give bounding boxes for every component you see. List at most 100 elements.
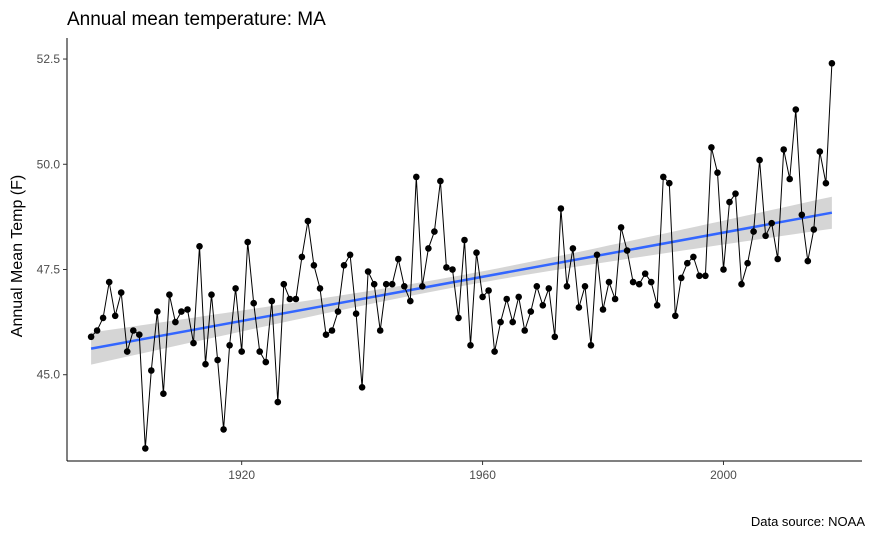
- data-point: [226, 342, 233, 349]
- x-tick-label: 1960: [469, 468, 496, 482]
- data-point: [425, 245, 432, 252]
- data-point: [690, 253, 697, 261]
- y-tick-label: 45.0: [37, 368, 61, 382]
- data-point: [280, 280, 288, 288]
- data-point: [786, 175, 793, 183]
- data-point: [262, 358, 270, 366]
- y-tick-label: 52.5: [37, 52, 61, 66]
- data-point: [461, 236, 468, 244]
- data-point: [617, 224, 625, 231]
- data-point: [388, 280, 396, 288]
- axes-layer: 45.0 47.5 50.0 52.5 1920 1960 2000: [37, 38, 862, 482]
- data-point: [437, 177, 444, 185]
- data-point: [762, 232, 769, 240]
- data-point: [738, 280, 745, 288]
- data-point: [708, 144, 715, 151]
- data-point: [352, 310, 360, 318]
- data-point: [587, 342, 595, 349]
- data-point: [557, 205, 565, 212]
- data-point: [196, 243, 203, 250]
- data-point: [244, 238, 251, 246]
- data-point: [419, 283, 426, 290]
- data-point: [220, 426, 227, 433]
- data-point: [238, 348, 245, 355]
- data-point: [298, 253, 306, 261]
- data-point: [569, 245, 577, 252]
- data-point: [449, 266, 456, 273]
- data-point: [744, 259, 751, 267]
- data-point: [358, 384, 366, 391]
- data-point: [479, 293, 486, 301]
- data-point: [166, 291, 173, 299]
- data-point: [521, 327, 528, 334]
- data-point: [473, 249, 480, 256]
- data-point: [202, 360, 209, 368]
- data-point: [431, 228, 438, 235]
- data-point: [310, 262, 318, 269]
- data-point: [593, 251, 601, 259]
- data-point: [804, 257, 812, 265]
- chart-caption: Data source: NOAA: [750, 514, 865, 529]
- data-point: [629, 278, 637, 286]
- data-point: [503, 295, 511, 303]
- data-point: [268, 297, 276, 305]
- data-point: [395, 255, 402, 263]
- data-point: [455, 314, 462, 322]
- data-point: [702, 272, 709, 280]
- data-point: [660, 173, 667, 181]
- data-point: [232, 285, 239, 292]
- data-point: [93, 327, 101, 334]
- data-point: [99, 314, 107, 322]
- data-point: [527, 308, 535, 315]
- data-point: [798, 211, 806, 219]
- data-points-layer: [87, 60, 836, 452]
- data-point: [322, 331, 330, 339]
- data-point: [816, 148, 824, 155]
- data-point: [515, 293, 522, 301]
- data-point: [768, 219, 775, 227]
- data-point: [172, 318, 179, 326]
- data-point: [635, 280, 643, 288]
- data-point: [810, 226, 818, 233]
- data-point: [653, 302, 661, 309]
- data-point: [605, 278, 613, 286]
- data-point: [334, 308, 342, 315]
- data-point: [316, 285, 324, 292]
- data-point: [485, 287, 492, 294]
- data-point: [533, 283, 541, 290]
- data-point: [328, 327, 336, 334]
- data-point: [160, 390, 167, 398]
- data-point: [467, 342, 474, 349]
- data-point: [732, 190, 739, 197]
- data-point: [208, 291, 215, 299]
- data-point: [581, 283, 589, 290]
- data-point: [822, 179, 830, 187]
- data-point: [364, 268, 372, 275]
- data-point: [123, 348, 131, 355]
- data-point: [720, 266, 727, 273]
- data-point: [551, 333, 559, 341]
- data-point: [214, 356, 221, 364]
- data-point: [774, 255, 781, 263]
- data-point: [250, 299, 257, 307]
- data-point: [641, 270, 649, 278]
- chart-title: Annual mean temperature: MA: [67, 9, 326, 30]
- data-point: [340, 262, 348, 269]
- data-point: [87, 333, 95, 341]
- data-point: [413, 173, 420, 181]
- y-tick-label: 50.0: [37, 157, 61, 171]
- data-point: [274, 398, 282, 406]
- data-point: [611, 295, 619, 303]
- data-point: [190, 339, 197, 347]
- data-point: [136, 331, 143, 339]
- data-point: [509, 318, 516, 326]
- data-point: [142, 445, 149, 452]
- data-point: [304, 217, 312, 225]
- data-point: [545, 285, 553, 292]
- data-point: [286, 295, 294, 303]
- data-point: [346, 251, 354, 259]
- data-point: [256, 348, 264, 355]
- data-point: [678, 274, 685, 282]
- data-point: [401, 283, 408, 290]
